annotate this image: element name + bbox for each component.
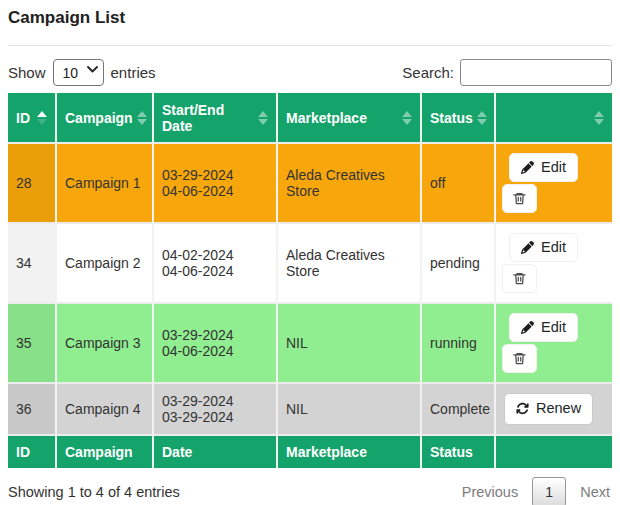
footer-column-id: ID [8, 435, 56, 468]
campaign-cell: Campaign 2 [56, 223, 153, 303]
sort-icon [258, 111, 268, 125]
campaign-list-page: Campaign List Show 10 entries Search: [0, 0, 620, 505]
actions-cell: Edit [495, 223, 612, 303]
date-cell: 03-29-2024 04-06-2024 [153, 303, 277, 383]
previous-page-button[interactable]: Previous [460, 480, 520, 504]
table-row: 36 Campaign 4 03-29-2024 03-29-2024 NIL … [8, 383, 612, 435]
column-header-id[interactable]: ID [8, 93, 56, 143]
table-row: 35 Campaign 3 03-29-2024 04-06-2024 NIL … [8, 303, 612, 383]
sort-icon [137, 111, 147, 125]
actions-cell: Edit [495, 303, 612, 383]
sort-icon [594, 111, 604, 125]
entries-label: entries [111, 64, 156, 81]
refresh-icon [516, 402, 529, 415]
footer-column-actions [495, 435, 612, 468]
show-label: Show [8, 64, 46, 81]
sort-icon [477, 111, 487, 125]
table-row: 28 Campaign 1 03-29-2024 04-06-2024 Aled… [8, 143, 612, 223]
end-date: 04-06-2024 [162, 183, 268, 199]
delete-button[interactable] [502, 344, 537, 373]
renew-button[interactable]: Renew [504, 393, 593, 424]
start-date: 03-29-2024 [162, 327, 268, 343]
column-header-date[interactable]: Start/End Date [153, 93, 277, 143]
campaign-cell: Campaign 3 [56, 303, 153, 383]
search-label: Search: [402, 64, 454, 81]
marketplace-cell: Aleda Creatives Store [277, 223, 421, 303]
next-page-button[interactable]: Next [578, 480, 612, 504]
pencil-icon [521, 241, 534, 254]
edit-button-label: Edit [541, 319, 566, 336]
start-date: 04-02-2024 [162, 247, 268, 263]
status-cell: pending [421, 223, 495, 303]
page-length-control: Show 10 entries [8, 59, 156, 86]
status-cell: off [421, 143, 495, 223]
current-page-button[interactable]: 1 [532, 477, 566, 505]
edit-button[interactable]: Edit [509, 233, 578, 262]
column-header-marketplace-label: Marketplace [286, 110, 367, 126]
marketplace-cell: Aleda Creatives Store [277, 143, 421, 223]
table-footer: ID Campaign Date Marketplace Status [8, 435, 612, 468]
delete-button[interactable] [502, 264, 537, 293]
page-title: Campaign List [8, 8, 612, 28]
edit-button[interactable]: Edit [509, 313, 578, 342]
table-body: 28 Campaign 1 03-29-2024 04-06-2024 Aled… [8, 143, 612, 435]
status-cell: Complete [421, 383, 495, 435]
column-header-date-label: Start/End Date [162, 102, 254, 134]
column-header-campaign-label: Campaign [65, 110, 133, 126]
marketplace-cell: NIL [277, 303, 421, 383]
status-cell: running [421, 303, 495, 383]
trash-icon [512, 271, 527, 286]
start-date: 03-29-2024 [162, 167, 268, 183]
entries-info: Showing 1 to 4 of 4 entries [8, 484, 180, 500]
end-date: 04-06-2024 [162, 343, 268, 359]
delete-button[interactable] [502, 184, 537, 213]
pencil-icon [521, 161, 534, 174]
edit-button[interactable]: Edit [509, 153, 578, 182]
footer-column-marketplace: Marketplace [277, 435, 421, 468]
sort-icon [402, 111, 412, 125]
pencil-icon [521, 321, 534, 334]
renew-button-label: Renew [536, 400, 581, 417]
column-header-id-label: ID [16, 110, 30, 126]
trash-icon [512, 191, 527, 206]
campaign-cell: Campaign 4 [56, 383, 153, 435]
start-date: 03-29-2024 [162, 393, 268, 409]
date-cell: 04-02-2024 04-06-2024 [153, 223, 277, 303]
end-date: 03-29-2024 [162, 409, 268, 425]
id-cell: 28 [8, 143, 56, 223]
table-controls: Show 10 entries Search: [8, 59, 612, 86]
page-length-select-wrap: 10 [53, 59, 104, 86]
end-date: 04-06-2024 [162, 263, 268, 279]
search-input[interactable] [460, 59, 612, 86]
actions-cell: Renew [495, 383, 612, 435]
campaign-cell: Campaign 1 [56, 143, 153, 223]
pagination: Previous 1 Next [460, 477, 612, 505]
table-bottom-bar: Showing 1 to 4 of 4 entries Previous 1 N… [8, 477, 612, 505]
divider [8, 45, 612, 46]
actions-cell: Edit [495, 143, 612, 223]
id-cell: 35 [8, 303, 56, 383]
edit-button-label: Edit [541, 239, 566, 256]
footer-column-date: Date [153, 435, 277, 468]
footer-column-status: Status [421, 435, 495, 468]
column-header-marketplace[interactable]: Marketplace [277, 93, 421, 143]
column-header-campaign[interactable]: Campaign [56, 93, 153, 143]
column-header-status[interactable]: Status [421, 93, 495, 143]
campaign-table: ID Campaign Start/End Date Marketplace S… [8, 93, 612, 468]
search-control: Search: [402, 59, 612, 86]
sort-asc-icon [37, 111, 47, 125]
column-header-status-label: Status [430, 110, 473, 126]
id-cell: 34 [8, 223, 56, 303]
id-cell: 36 [8, 383, 56, 435]
table-row: 34 Campaign 2 04-02-2024 04-06-2024 Aled… [8, 223, 612, 303]
marketplace-cell: NIL [277, 383, 421, 435]
footer-column-campaign: Campaign [56, 435, 153, 468]
column-header-actions[interactable] [495, 93, 612, 143]
page-length-select[interactable]: 10 [53, 59, 104, 86]
table-header: ID Campaign Start/End Date Marketplace S… [8, 93, 612, 143]
date-cell: 03-29-2024 04-06-2024 [153, 143, 277, 223]
edit-button-label: Edit [541, 159, 566, 176]
trash-icon [512, 351, 527, 366]
date-cell: 03-29-2024 03-29-2024 [153, 383, 277, 435]
